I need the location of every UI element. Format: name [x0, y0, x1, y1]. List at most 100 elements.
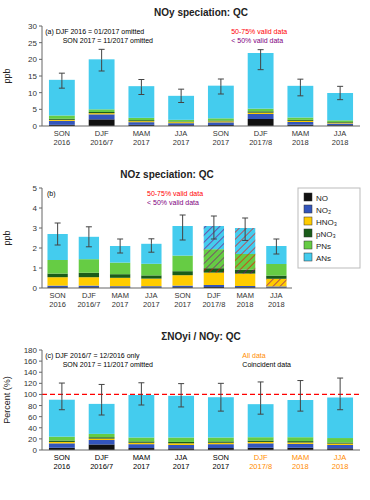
error-high: [260, 382, 261, 404]
error-low: [151, 244, 152, 252]
error-low-cap: [178, 406, 184, 407]
x-tick-label-line: 2018: [332, 138, 349, 147]
annotation: (c) DJF 2016/7 = 12/2016 only: [45, 352, 140, 360]
error-high-cap: [337, 378, 343, 379]
x-tick-label: JJA2018: [332, 453, 349, 471]
error-high-cap: [218, 383, 224, 384]
error-bar: [337, 378, 343, 410]
error-high-cap: [242, 218, 248, 219]
panel: NOz speciation: QCppb012345SON2016DJF201…: [2, 169, 360, 309]
bar-segment: [248, 114, 274, 119]
x-tick-label-line: 2018: [292, 462, 309, 471]
x-tick-label-line: MAM: [292, 453, 310, 462]
y-axis-label: Percent (%): [2, 376, 12, 424]
error-high: [182, 215, 183, 226]
legend-swatch: [304, 253, 312, 261]
error-bar: [178, 89, 184, 102]
bar-segment: [248, 53, 274, 109]
bar-segment: [327, 120, 353, 122]
bar-segment: [89, 434, 115, 437]
bar-segment: [110, 286, 130, 287]
bar-segment: [89, 114, 115, 119]
error-low: [220, 397, 221, 411]
x-tick-label-line: SON: [213, 453, 229, 462]
annotation: < 50% valid data: [231, 37, 283, 44]
error-low: [260, 404, 261, 414]
error-bar: [297, 381, 303, 412]
bar-segment: [89, 439, 115, 440]
reference-line: [42, 394, 360, 395]
error-bar: [59, 383, 65, 410]
y-tick-label: 160: [24, 357, 38, 366]
x-tick-label-line: 2017: [133, 138, 150, 147]
bar-segment: [49, 120, 75, 121]
bar-segment: [49, 400, 75, 437]
bar-segment: [266, 276, 286, 279]
error-low: [141, 395, 142, 405]
y-tick-label: 25: [28, 39, 37, 48]
error-low: [141, 86, 142, 94]
x-tick-label: JJA2017: [143, 291, 160, 309]
x-tick-label: JJA2018: [268, 291, 285, 309]
error-high-cap: [258, 381, 264, 382]
error-high-cap: [138, 382, 144, 383]
x-tick-label-line: 2017/8: [202, 300, 225, 309]
annotation: (b): [47, 190, 56, 198]
bar-segment: [79, 273, 99, 277]
x-axis: [42, 126, 360, 127]
bar-segment: [168, 438, 194, 442]
error-bar: [258, 50, 264, 70]
y-tick-label: 60: [28, 413, 37, 422]
error-low-cap: [59, 409, 65, 410]
error-bar: [180, 215, 186, 240]
error-low: [276, 246, 277, 254]
chart: NOy speciation: QCppb051015202530SON2016…: [0, 0, 370, 500]
bar-segment: [208, 443, 234, 444]
y-tick-label: 4: [33, 204, 38, 213]
x-tick-label: JJA2017: [173, 129, 190, 147]
bar-segment: [168, 96, 194, 120]
bar-segment: [49, 121, 75, 125]
y-tick-label: 1: [33, 264, 38, 273]
error-high-cap: [337, 86, 343, 87]
bar-segment: [208, 397, 234, 437]
error-low: [120, 246, 121, 253]
error-low-cap: [99, 71, 105, 72]
plot-area: [42, 378, 360, 450]
error-low-cap: [99, 415, 105, 416]
y-tick-label: 180: [24, 346, 38, 355]
error-high: [300, 79, 301, 86]
hatch: [235, 270, 255, 274]
y-axis: [42, 188, 43, 288]
x-tick-label-line: MAM: [133, 453, 151, 462]
error-low-cap: [242, 240, 248, 241]
x-tick-label-line: 2016: [49, 300, 66, 309]
bar-segment: [248, 442, 274, 443]
error-bar: [59, 73, 65, 88]
x-tick-label: DJF2016/7: [77, 291, 100, 309]
x-tick-label: JJA2017: [173, 453, 190, 471]
x-tick-label-line: 2016/7: [90, 138, 113, 147]
legend: NONO₂HNO₃pNO₃PNsANs: [298, 188, 360, 268]
bar-segment: [248, 441, 274, 442]
bar-segment: [89, 404, 115, 434]
x-tick-label-line: JJA: [175, 453, 188, 462]
bar-segment: [327, 124, 353, 126]
x-tick-label-line: 2018: [332, 462, 349, 471]
y-tick-label: 40: [28, 424, 37, 433]
error-high-cap: [258, 49, 264, 50]
bar-segment: [208, 441, 234, 442]
x-tick-label-line: 2017: [133, 462, 150, 471]
x-tick-label: MAM2017: [133, 453, 151, 471]
x-tick-label: DJF2017/8: [249, 453, 272, 471]
bar-segment: [327, 438, 353, 442]
error-high-cap: [59, 383, 65, 384]
error-high: [181, 89, 182, 96]
bar-segment: [168, 445, 194, 448]
annotation: 50-75% valid data: [147, 190, 203, 197]
bar-segment: [49, 441, 75, 442]
bar-segment: [266, 264, 286, 276]
error-high-cap: [59, 73, 65, 74]
error-high-cap: [55, 223, 61, 224]
bar-segment: [287, 86, 313, 118]
